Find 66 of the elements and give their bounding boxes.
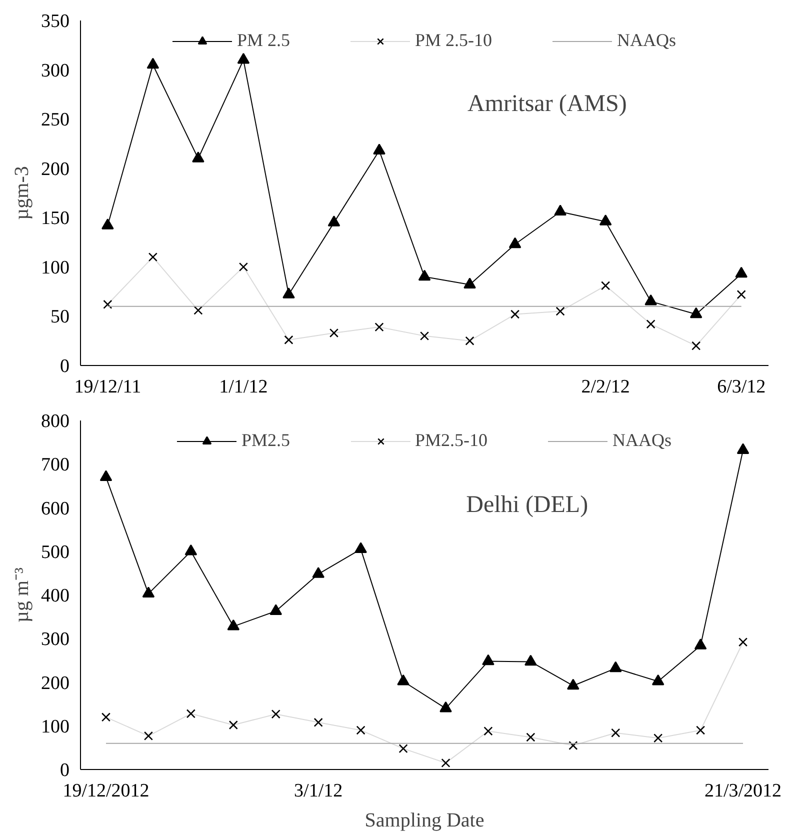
x-tick-label: 1/1/12 (219, 376, 268, 398)
point (644, 294, 657, 306)
point (102, 218, 114, 230)
y-tick-label: 800 (41, 411, 70, 432)
point (282, 288, 295, 298)
y-axis-title: µg m⁻³ (11, 567, 33, 623)
y-axis-title: µgm-3 (11, 166, 33, 220)
y-tick-label: 350 (41, 11, 70, 32)
x-tick-label: 21/3/2012 (704, 780, 782, 802)
y-tick-label: 50 (50, 306, 70, 328)
x-tick-label: 6/3/12 (717, 376, 766, 398)
annotation: Amritsar (AMS) (468, 91, 627, 118)
point (735, 266, 748, 278)
y-tick-label: 300 (41, 629, 70, 650)
x-tick-label: 19/12/2012 (62, 780, 150, 802)
x-tick-label: 3/1/12 (294, 780, 343, 802)
point (373, 144, 386, 154)
y-tick-label: 100 (41, 716, 70, 738)
point (464, 278, 476, 288)
point (146, 58, 160, 69)
point (354, 542, 367, 554)
point (312, 567, 324, 578)
point (652, 674, 664, 686)
x-axis-title: Sampling Date (364, 810, 484, 832)
legend-label: PM2.5-10 (414, 430, 488, 451)
point (690, 307, 702, 318)
point (440, 701, 452, 712)
legend-label: PM 2.5 (236, 30, 290, 51)
point (609, 661, 622, 672)
point (142, 586, 155, 598)
y-tick-label: 700 (41, 454, 70, 476)
y-tick-label: 600 (41, 498, 70, 520)
legend-label: NAAQs (617, 30, 676, 51)
y-tick-label: 200 (41, 672, 70, 694)
point (397, 674, 410, 686)
legend-label: PM 2.5-10 (414, 30, 492, 51)
y-tick-label: 300 (41, 60, 70, 82)
y-tick-label: 250 (41, 110, 70, 131)
point (694, 638, 707, 650)
point (328, 216, 340, 226)
point (227, 619, 240, 630)
x-tick-label: 2/2/12 (581, 376, 630, 398)
x-tick-label: 19/12/11 (74, 376, 142, 398)
point (192, 152, 204, 162)
y-tick-label: 100 (41, 257, 70, 278)
point (599, 214, 612, 226)
point (524, 654, 537, 666)
y-tick-label: 0 (60, 760, 70, 781)
point (237, 52, 250, 64)
annotation: Delhi (DEL) (466, 492, 588, 518)
legend-label: PM2.5 (241, 430, 290, 451)
point (508, 237, 522, 248)
point (482, 654, 494, 666)
y-tick-label: 400 (41, 586, 70, 606)
point (100, 470, 112, 482)
point (736, 443, 750, 454)
y-tick-label: 0 (60, 356, 70, 377)
y-tick-label: 200 (41, 158, 70, 180)
point (554, 204, 566, 216)
point (184, 544, 198, 556)
point (418, 270, 431, 281)
legend-label: NAAQs (612, 430, 672, 451)
point (270, 604, 282, 615)
y-tick-label: 500 (41, 542, 70, 563)
point (566, 678, 580, 690)
y-tick-label: 150 (41, 208, 70, 230)
